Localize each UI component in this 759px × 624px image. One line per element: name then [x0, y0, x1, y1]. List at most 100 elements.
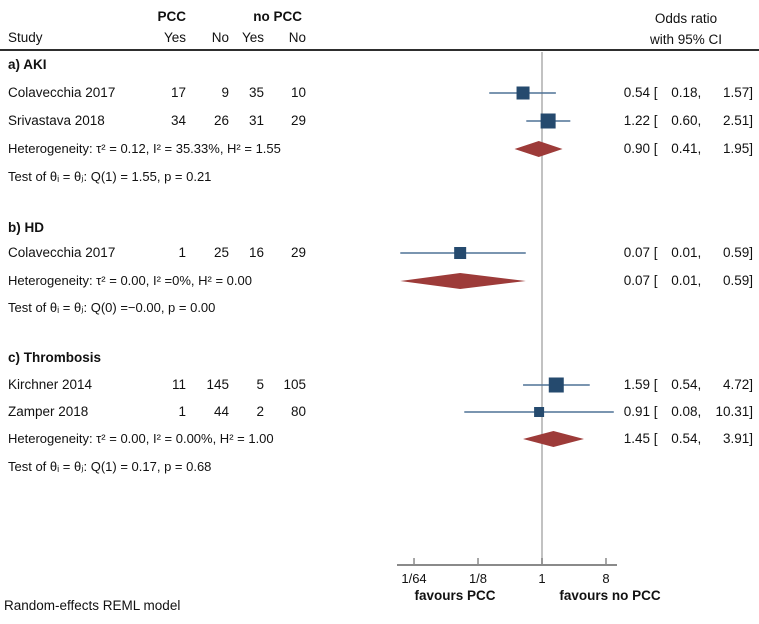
study-name: Colavecchia 2017	[8, 245, 116, 260]
count-cell: 25	[213, 245, 229, 260]
study-row: Kirchner 2014 11 145 5 105	[8, 376, 306, 394]
or-lower: 0.01,	[671, 245, 702, 260]
or-bracket: [	[650, 141, 662, 156]
or-bracket: [	[650, 113, 662, 128]
favours-left-label: favours PCC	[414, 588, 496, 603]
or-estimate: 0.54	[623, 85, 650, 100]
or-column-header: Odds ratio with 95% CI	[616, 8, 756, 50]
heterogeneity-text: Heterogeneity: τ² = 0.12, I² = 35.33%, H…	[8, 141, 281, 156]
count-cell: 34	[170, 113, 186, 128]
test-text: Test of θᵢ = θⱼ: Q(1) = 1.55, p = 0.21	[8, 169, 212, 184]
or-estimate: 0.91	[623, 404, 650, 419]
section-label: c) Thrombosis	[8, 350, 102, 365]
or-bracket: [	[650, 85, 662, 100]
effect-square	[548, 377, 564, 393]
or-lower: 0.01,	[671, 273, 702, 288]
study-name: Zamper 2018	[8, 404, 89, 419]
study-row: Colavecchia 2017 1 25 16 29	[8, 244, 306, 262]
or-lower: 0.54,	[671, 431, 702, 446]
or-estimate: 0.90	[623, 141, 650, 156]
favours-right-label: favours no PCC	[559, 588, 661, 603]
effect-square	[534, 407, 545, 417]
or-value: 1.59 [ 0.54, 4.72]	[616, 376, 753, 394]
or-value: 1.45 [ 0.54, 3.91]	[616, 430, 753, 448]
summary-diamond	[514, 141, 563, 157]
or-upper: 1.95]	[722, 141, 753, 156]
or-value: 1.22 [ 0.60, 2.51]	[616, 112, 753, 130]
count-cell: 29	[290, 245, 306, 260]
column-header-pcc: PCC	[157, 9, 186, 24]
or-estimate: 1.22	[623, 113, 650, 128]
count-cell: 26	[213, 113, 229, 128]
axis-tick-label: 8	[602, 571, 610, 586]
or-bracket: [	[650, 377, 662, 392]
count-cell: 16	[248, 245, 264, 260]
test-text: Test of θᵢ = θⱼ: Q(1) = 0.17, p = 0.68	[8, 459, 212, 474]
section-label: a) AKI	[8, 57, 47, 72]
study-row: Colavecchia 2017 17 9 35 10	[8, 84, 306, 102]
count-cell: 1	[178, 245, 186, 260]
count-cell: 29	[290, 113, 306, 128]
column-header-nopcc-yes: Yes	[241, 30, 264, 45]
effect-square	[516, 86, 530, 100]
or-upper: 0.59]	[722, 245, 753, 260]
or-estimate: 0.07	[623, 245, 650, 260]
section-label: b) HD	[8, 220, 44, 235]
header-spacer	[186, 8, 229, 26]
or-value: 0.91 [ 0.08, 10.31]	[616, 403, 753, 421]
or-lower: 0.08,	[671, 404, 702, 419]
count-cell: 2	[256, 404, 264, 419]
axis-tick-label: 1	[538, 571, 546, 586]
count-cell: 5	[256, 377, 264, 392]
or-bracket: [	[650, 431, 662, 446]
or-estimate: 0.07	[623, 273, 650, 288]
effect-square	[540, 113, 556, 129]
or-lower: 0.60,	[671, 113, 702, 128]
count-cell: 17	[170, 85, 186, 100]
or-column-header-line2: with 95% CI	[649, 32, 723, 47]
or-upper: 4.72]	[722, 377, 753, 392]
header-spacer	[8, 8, 156, 26]
heterogeneity-text: Heterogeneity: τ² = 0.00, I² =0%, H² = 0…	[8, 273, 252, 288]
count-cell: 105	[283, 377, 306, 392]
column-header-nopcc-no: No	[288, 30, 306, 45]
summary-diamond	[400, 273, 526, 289]
count-cell: 145	[206, 377, 229, 392]
or-upper: 0.59]	[722, 273, 753, 288]
or-bracket: [	[650, 404, 662, 419]
count-cell: 31	[248, 113, 264, 128]
axis-tick-label: 1/8	[468, 571, 488, 586]
heterogeneity-text: Heterogeneity: τ² = 0.00, I² = 0.00%, H²…	[8, 431, 274, 446]
test-text: Test of θᵢ = θⱼ: Q(0) =−0.00, p = 0.00	[8, 300, 216, 315]
effect-square	[454, 247, 467, 259]
header-rule	[0, 49, 759, 51]
or-lower: 0.54,	[671, 377, 702, 392]
study-row: Srivastava 2018 34 26 31 29	[8, 112, 306, 130]
or-lower: 0.18,	[671, 85, 702, 100]
model-note: Random-effects REML model	[4, 598, 181, 613]
table-header-groups: PCC no PCC	[8, 8, 306, 26]
or-value: 0.54 [ 0.18, 1.57]	[616, 84, 753, 102]
count-cell: 10	[290, 85, 306, 100]
summary-diamond	[523, 431, 584, 447]
count-cell: 35	[248, 85, 264, 100]
study-name: Srivastava 2018	[8, 113, 105, 128]
or-bracket: [	[650, 273, 662, 288]
count-cell: 11	[171, 377, 186, 392]
or-estimate: 1.45	[623, 431, 650, 446]
column-header-study: Study	[8, 30, 43, 45]
or-value: 0.07 [ 0.01, 0.59]	[616, 272, 753, 290]
count-cell: 9	[221, 85, 229, 100]
or-upper: 3.91]	[722, 431, 753, 446]
count-cell: 44	[213, 404, 229, 419]
study-name: Colavecchia 2017	[8, 85, 116, 100]
count-cell: 80	[290, 404, 306, 419]
or-bracket: [	[650, 245, 662, 260]
or-upper: 2.51]	[722, 113, 753, 128]
or-column-header-line1: Odds ratio	[654, 11, 718, 26]
or-upper: 10.31]	[715, 404, 753, 419]
column-header-no-pcc: no PCC	[253, 9, 302, 24]
or-upper: 1.57]	[722, 85, 753, 100]
axis-tick-label: 1/64	[401, 571, 427, 586]
